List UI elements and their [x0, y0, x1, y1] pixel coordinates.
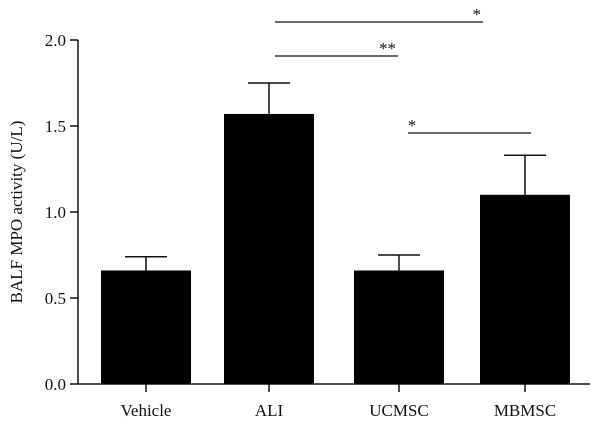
bar-mbmsc — [480, 194, 570, 384]
y-axis-ticks: 0.0 0.5 1.0 1.5 2.0 — [45, 31, 78, 394]
y-tick-label: 1.5 — [45, 117, 66, 136]
significance-annotations: **** — [275, 5, 531, 135]
x-tick-label: UCMSC — [369, 401, 429, 420]
bar-ali — [224, 113, 314, 385]
y-tick-label: 2.0 — [45, 31, 66, 50]
y-tick-label: 0.5 — [45, 289, 66, 308]
bar-ucmsc — [354, 270, 444, 384]
significance-marker: * — [408, 116, 417, 135]
bar-vehicle — [101, 270, 191, 384]
y-axis-label: BALF MPO activity (U/L) — [7, 121, 26, 304]
x-tick-label: MBMSC — [494, 401, 556, 420]
category-labels: Vehicle ALI UCMSC MBMSC — [121, 384, 556, 420]
x-tick-label: Vehicle — [121, 401, 172, 420]
bars-group — [101, 82, 570, 385]
y-tick-label: 0.0 — [45, 375, 66, 394]
significance-marker: ** — [379, 39, 396, 58]
y-tick-label: 1.0 — [45, 203, 66, 222]
significance-marker: * — [473, 5, 482, 24]
x-tick-label: ALI — [255, 401, 284, 420]
